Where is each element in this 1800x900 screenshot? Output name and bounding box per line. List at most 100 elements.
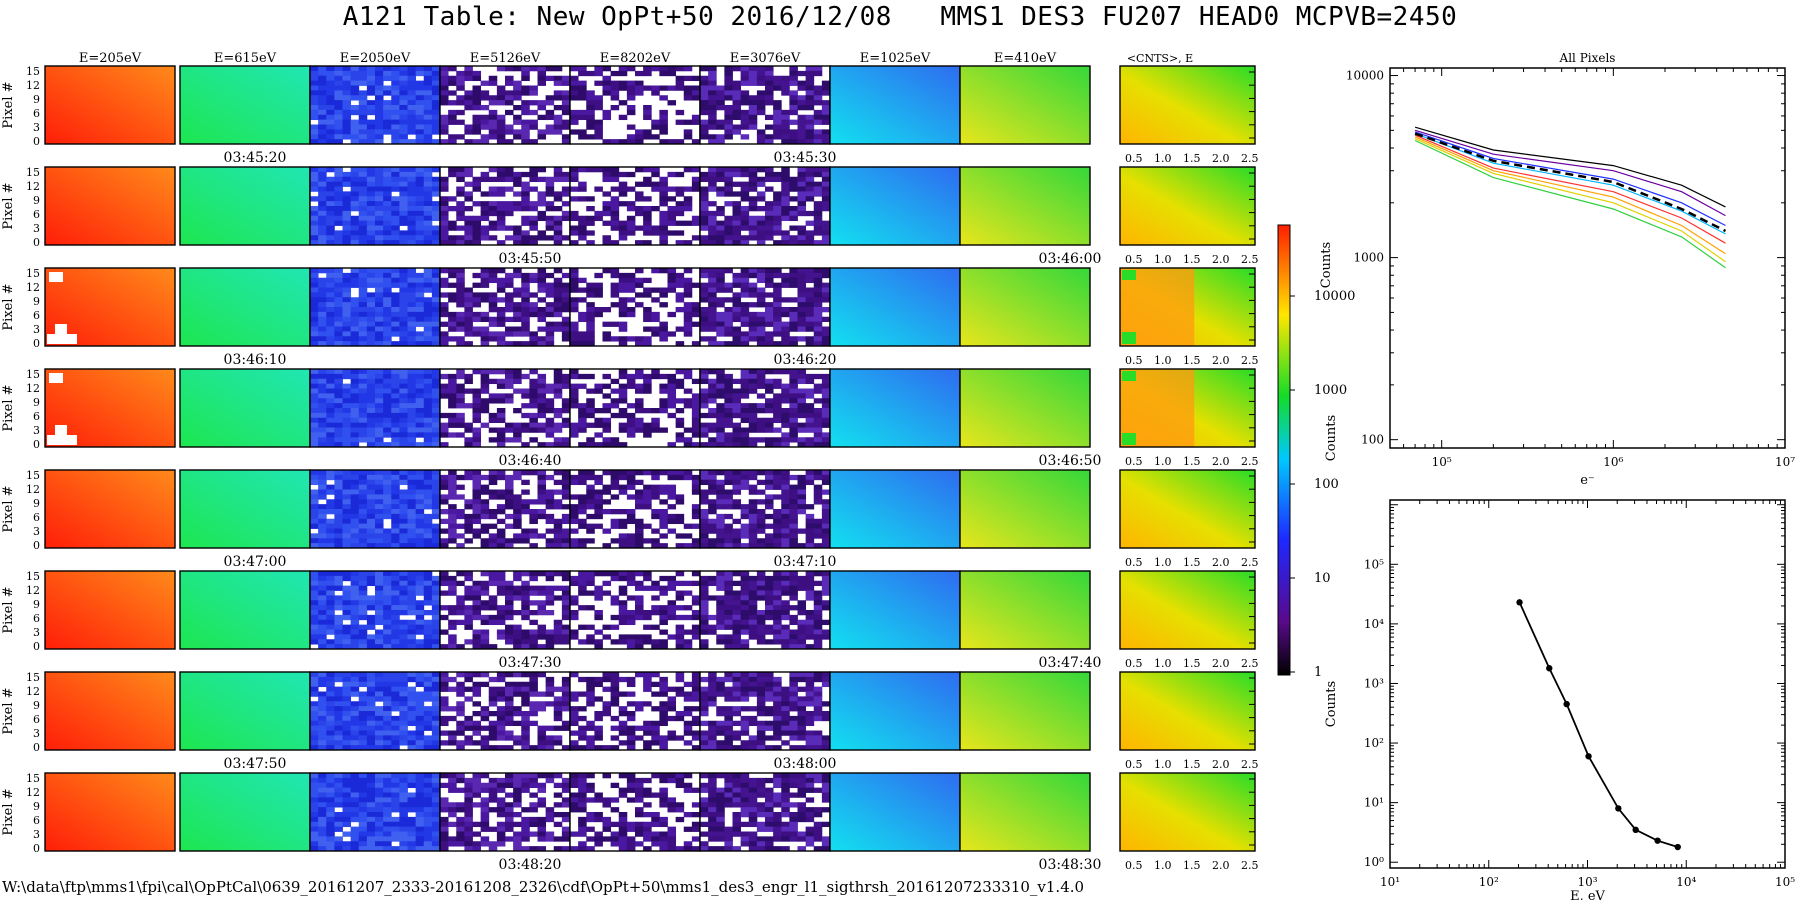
panel-frame xyxy=(44,166,176,246)
pixel-tick-label: 12 xyxy=(26,584,40,597)
y-tick-label: 100 xyxy=(1361,433,1384,447)
colorbar-label: Counts xyxy=(1319,242,1334,288)
pixel-axis-label: Pixel # xyxy=(1,182,16,229)
series-line xyxy=(1518,601,1678,848)
summary-panel xyxy=(1120,470,1255,548)
y-tick-label: 10¹ xyxy=(1364,796,1384,810)
energy-header: E=2050eV xyxy=(340,51,411,66)
pixel-tick-label: 3 xyxy=(33,626,40,639)
x-tick-label: 10¹ xyxy=(1380,875,1400,889)
summary-frame xyxy=(1119,469,1256,549)
summary-panel xyxy=(1120,571,1255,649)
energy-panel xyxy=(960,571,1090,649)
energy-panel xyxy=(180,470,310,548)
energy-panel xyxy=(45,672,175,750)
x-axis-label: E, eV xyxy=(1570,889,1605,900)
summary-x-tick: 2.0 xyxy=(1212,859,1230,872)
energy-header: E=615eV xyxy=(214,51,277,66)
chart-title: All Pixels xyxy=(1559,51,1616,65)
panel-frame xyxy=(959,570,1091,650)
colorbar-tick-label: 10 xyxy=(1314,571,1331,586)
pixel-tick-label: 0 xyxy=(33,741,40,754)
pixel-axis-label: Pixel # xyxy=(1,788,16,835)
summary-x-tick: 2.5 xyxy=(1241,657,1259,670)
summary-frame xyxy=(1119,368,1256,448)
energy-panel xyxy=(960,369,1090,447)
summary-frame xyxy=(1119,267,1256,347)
summary-x-tick: 2.5 xyxy=(1241,152,1259,165)
panel-frame xyxy=(959,671,1091,751)
summary-x-tick: 1.0 xyxy=(1154,455,1172,468)
energy-panel xyxy=(960,268,1090,346)
energy-panel xyxy=(180,672,310,750)
series-line xyxy=(1414,131,1726,227)
x-axis-label: e⁻ xyxy=(1580,473,1595,488)
pixel-tick-label: 15 xyxy=(26,671,40,684)
summary-x-tick: 1.5 xyxy=(1183,455,1201,468)
energy-panel xyxy=(180,773,310,851)
summary-x-tick: 2.5 xyxy=(1241,253,1259,266)
x-tick-label: 10² xyxy=(1479,875,1499,889)
x-tick-label: 10⁵ xyxy=(1432,455,1452,469)
energy-panel xyxy=(960,470,1090,548)
pixel-tick-label: 9 xyxy=(33,396,40,409)
energy-header: E=1025eV xyxy=(860,51,931,66)
panel-frame xyxy=(959,772,1091,852)
summary-x-tick: 1.5 xyxy=(1183,556,1201,569)
y-tick-label: 10² xyxy=(1364,736,1384,750)
missing-cells xyxy=(47,334,77,344)
summary-x-tick: 0.5 xyxy=(1125,859,1143,872)
summary-x-tick: 2.0 xyxy=(1212,354,1230,367)
data-point xyxy=(1654,837,1661,844)
summary-frame xyxy=(1119,772,1256,852)
energy-header: E=410eV xyxy=(994,51,1057,66)
summary-cell xyxy=(1122,371,1136,381)
timestamp-label: 03:48:00 xyxy=(774,756,837,772)
pixel-tick-label: 9 xyxy=(33,194,40,207)
pixel-tick-label: 3 xyxy=(33,424,40,437)
pixel-tick-label: 9 xyxy=(33,295,40,308)
summary-x-tick: 2.5 xyxy=(1241,354,1259,367)
timestamp-label: 03:45:50 xyxy=(499,251,562,267)
energy-panel xyxy=(180,66,310,144)
timestamp-label: 03:45:20 xyxy=(224,150,287,166)
pixel-tick-label: 6 xyxy=(33,410,40,423)
panel-frame xyxy=(44,671,176,751)
series-line xyxy=(1414,134,1726,244)
energy-panel xyxy=(830,268,960,346)
energy-panel xyxy=(960,773,1090,851)
summary-x-tick: 1.5 xyxy=(1183,152,1201,165)
series-line xyxy=(1414,136,1726,255)
summary-x-tick: 2.0 xyxy=(1212,455,1230,468)
timestamp-label: 03:47:40 xyxy=(1039,655,1102,671)
x-tick-label: 10⁷ xyxy=(1775,455,1795,469)
pixel-tick-label: 12 xyxy=(26,79,40,92)
timestamp-label: 03:48:30 xyxy=(1039,857,1102,873)
summary-x-tick: 0.5 xyxy=(1125,152,1143,165)
energy-panel xyxy=(45,470,175,548)
timestamp-label: 03:46:50 xyxy=(1039,453,1102,469)
summary-x-tick: 1.0 xyxy=(1154,657,1172,670)
summary-x-tick: 2.0 xyxy=(1212,758,1230,771)
missing-cells xyxy=(55,324,67,334)
pixel-tick-label: 15 xyxy=(26,368,40,381)
pixel-tick-label: 6 xyxy=(33,814,40,827)
summary-x-tick: 0.5 xyxy=(1125,354,1143,367)
pixel-tick-label: 0 xyxy=(33,337,40,350)
pixel-tick-label: 0 xyxy=(33,539,40,552)
pixel-tick-label: 9 xyxy=(33,800,40,813)
pixel-tick-label: 6 xyxy=(33,511,40,524)
summary-x-tick: 1.5 xyxy=(1183,657,1201,670)
data-point xyxy=(1674,843,1681,851)
timestamp-label: 03:46:00 xyxy=(1039,251,1102,267)
pixel-tick-label: 3 xyxy=(33,525,40,538)
pixel-tick-label: 0 xyxy=(33,236,40,249)
pixel-tick-label: 6 xyxy=(33,309,40,322)
summary-x-tick: 2.5 xyxy=(1241,859,1259,872)
energy-panel xyxy=(830,773,960,851)
